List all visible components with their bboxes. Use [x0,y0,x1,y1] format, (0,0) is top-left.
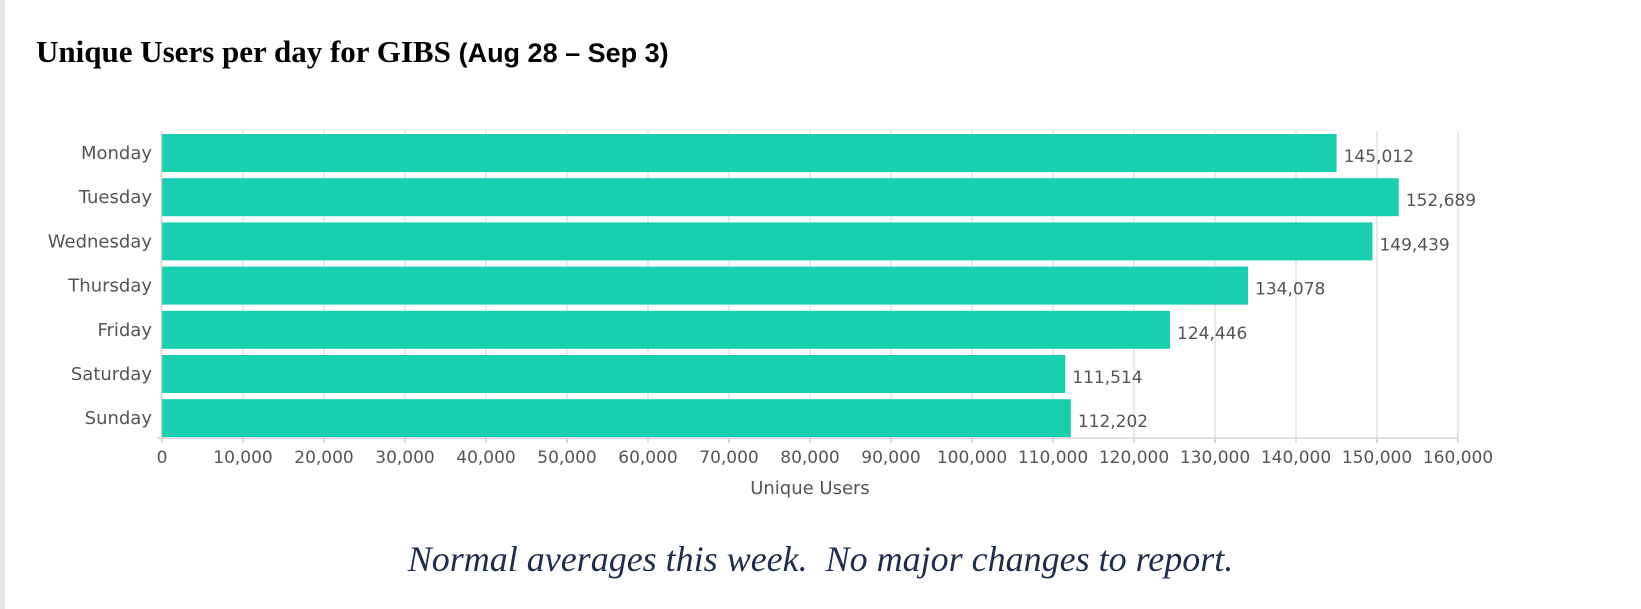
x-tick-labels: 0 10,000 20,000 30,000 40,000 50,000 60,000 70,… [157,448,1494,468]
x-tick-label: 40,000 [456,448,515,468]
x-tick-label: 120,000 [1099,448,1169,468]
data-label: 152,689 [1406,191,1476,211]
title-main: Unique Users per day for GIBS [36,34,459,69]
page-title: Unique Users per day for GIBS (Aug 28 – … [36,34,669,70]
x-tick-label: 50,000 [537,448,596,468]
data-labels: 145,012 152,689 149,439 134,078 124,446 111,5… [1072,147,1476,432]
data-label: 134,078 [1255,280,1325,300]
data-label: 111,514 [1072,368,1142,388]
data-label: 112,202 [1078,412,1148,432]
category-label: Sunday [85,408,153,429]
caption: Normal averages this week. No major chan… [407,539,1234,579]
x-tick-label: 0 [157,448,168,468]
bars [162,134,1399,438]
x-tick-label: 90,000 [861,448,920,468]
x-tick-label: 110,000 [1018,448,1088,468]
bar [162,178,1399,217]
bar [162,355,1066,393]
bar-chart: Monday Tuesday Wednesday Thursday Friday Satu… [48,131,1494,499]
x-tick-label: 80,000 [780,448,839,468]
bar [162,266,1249,305]
bar [162,222,1373,261]
x-tick-label: 60,000 [618,448,677,468]
data-label: 145,012 [1344,147,1414,167]
bar [162,310,1171,349]
x-tick-label: 30,000 [375,448,434,468]
x-tick-label: 150,000 [1342,448,1412,468]
x-tick-label: 130,000 [1180,448,1250,468]
bar [162,399,1071,438]
category-label: Saturday [71,364,152,385]
category-labels: Monday Tuesday Wednesday Thursday Friday Satu… [48,143,153,429]
x-tick-label: 160,000 [1423,448,1493,468]
x-tick-label: 20,000 [294,448,353,468]
category-label: Thursday [67,276,152,297]
title-dates: (Aug 28 – Sep 3) [458,38,669,68]
page-left-edge [0,0,5,609]
category-label: Monday [81,143,152,164]
category-label: Wednesday [48,231,153,252]
x-tick-label: 100,000 [937,448,1007,468]
x-tick-label: 140,000 [1261,448,1331,468]
category-label: Tuesday [78,187,153,208]
x-axis-title: Unique Users [750,478,870,499]
bar [162,134,1337,172]
data-label: 149,439 [1379,235,1449,255]
axes [157,131,1459,443]
x-tick-label: 70,000 [699,448,758,468]
x-tick-label: 10,000 [213,448,272,468]
category-label: Friday [97,320,152,341]
data-label: 124,446 [1177,324,1247,344]
